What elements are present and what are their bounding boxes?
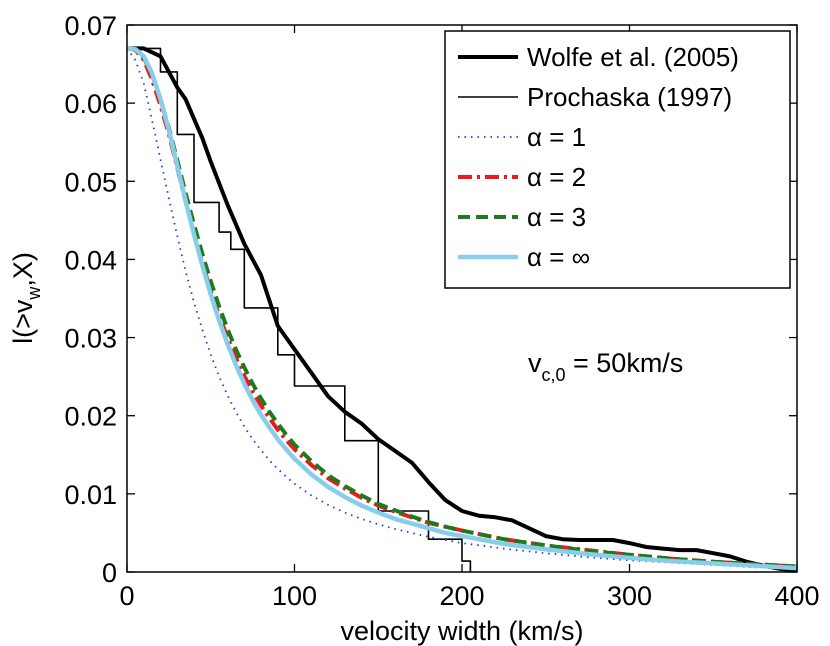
- x-tick-label: 100: [272, 581, 317, 611]
- legend-label-1: Wolfe et al. (2005): [527, 42, 739, 72]
- x-tick-label: 0: [119, 581, 134, 611]
- y-tick-label: 0.05: [64, 167, 117, 197]
- legend-label-2: Prochaska (1997): [527, 82, 732, 112]
- series-6-line: [127, 46, 797, 571]
- y-axis-title-tail: ,X): [8, 252, 38, 287]
- legend-label-3: α = 1: [527, 122, 586, 152]
- series-2-line: [127, 47, 472, 572]
- y-tick-label: 0: [102, 558, 117, 588]
- y-tick-label: 0.06: [64, 89, 117, 119]
- x-tick-label: 300: [607, 581, 652, 611]
- plot-frame: [126, 24, 798, 573]
- velocity-annotation: vc,0 = 50km/s: [528, 348, 683, 385]
- y-tick-label: 0.07: [64, 11, 117, 41]
- legend-label-6: α = ∞: [527, 242, 590, 272]
- y-axis-title: l(>vw,X): [8, 252, 44, 344]
- annotation-tail: = 50km/s: [566, 348, 684, 378]
- series-1-line: [127, 46, 797, 572]
- legend-label-4: α = 2: [527, 162, 586, 192]
- y-tick-label: 0.03: [64, 324, 117, 354]
- series-layer: [127, 46, 797, 572]
- annotation-sub: c,0: [542, 365, 566, 385]
- annotation-main: v: [528, 348, 542, 378]
- x-tick-label: 400: [774, 581, 819, 611]
- legend-box: [444, 30, 791, 289]
- legend-label-5: α = 3: [527, 202, 586, 232]
- y-axis-title-sub: w: [24, 286, 44, 301]
- x-axis-title: velocity width (km/s): [340, 616, 583, 646]
- y-tick-label: 0.02: [64, 402, 117, 432]
- y-tick-label: 0.04: [64, 245, 117, 275]
- y-axis-title-main: l(>v: [8, 299, 38, 344]
- x-tick-label: 200: [439, 581, 484, 611]
- y-tick-label: 0.01: [64, 480, 117, 510]
- legend: Wolfe et al. (2005) Prochaska (1997) α = 1…: [444, 30, 791, 289]
- series-5-line: [127, 46, 797, 569]
- tick-labels: 0 100 200 300 400 0 0.01 0.02 0.03 0.04 0.05 0.06 0.…: [64, 11, 819, 611]
